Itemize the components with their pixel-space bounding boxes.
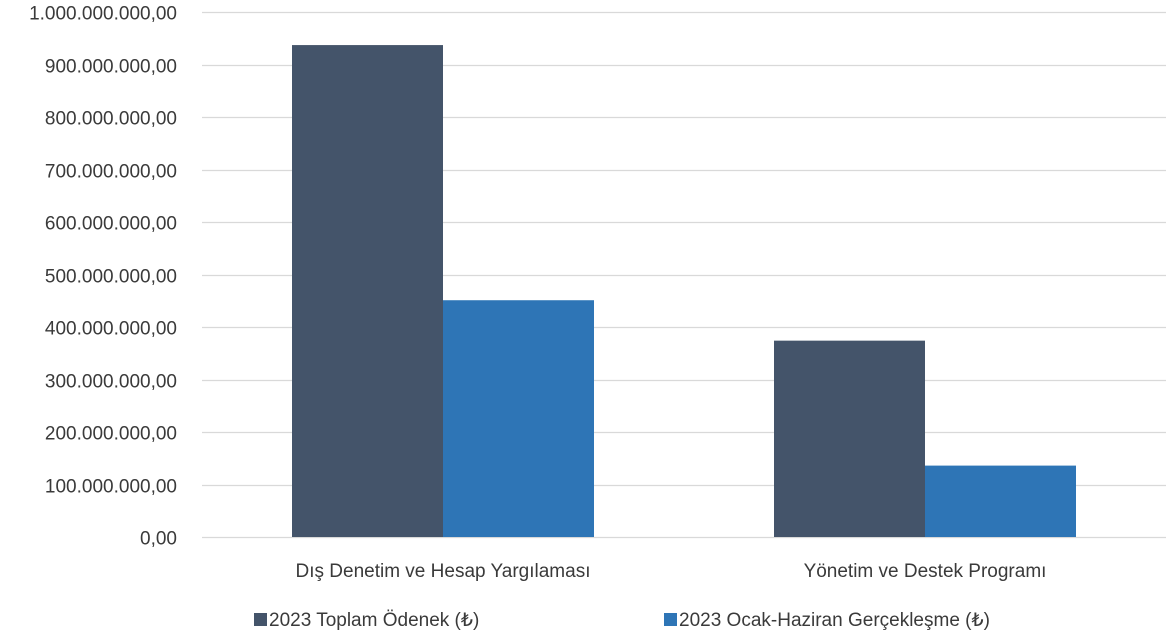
bar	[774, 340, 925, 537]
legend-label: 2023 Toplam Ödenek (₺)	[269, 610, 479, 631]
x-axis-category-labels: Dış Denetim ve Hesap Yargılaması Yönetim …	[296, 561, 1047, 582]
legend: 2023 Toplam Ödenek (₺) 2023 Ocak-Haziran …	[254, 610, 990, 631]
legend-label: 2023 Ocak-Haziran Gerçekleşme (₺)	[679, 610, 990, 631]
y-tick-label: 600.000.000,00	[45, 214, 177, 235]
bar	[443, 300, 594, 537]
x-tick-label: Dış Denetim ve Hesap Yargılaması	[296, 561, 591, 582]
y-tick-label: 1.000.000.000,00	[29, 4, 177, 25]
bars	[292, 45, 1076, 537]
legend-swatch	[254, 613, 267, 626]
bar	[292, 45, 443, 537]
y-axis-tick-labels: 0,00 100.000.000,00 200.000.000,00 300.000.…	[29, 4, 177, 550]
y-tick-label: 400.000.000,00	[45, 319, 177, 340]
y-tick-label: 900.000.000,00	[45, 57, 177, 78]
y-tick-label: 700.000.000,00	[45, 162, 177, 183]
x-tick-label: Yönetim ve Destek Programı	[804, 561, 1047, 582]
y-tick-label: 300.000.000,00	[45, 372, 177, 393]
y-tick-label: 800.000.000,00	[45, 109, 177, 130]
y-tick-label: 500.000.000,00	[45, 267, 177, 288]
legend-swatch	[664, 613, 677, 626]
y-tick-label: 100.000.000,00	[45, 477, 177, 498]
bar	[925, 465, 1076, 537]
y-tick-label: 200.000.000,00	[45, 424, 177, 445]
y-tick-label: 0,00	[140, 529, 177, 550]
